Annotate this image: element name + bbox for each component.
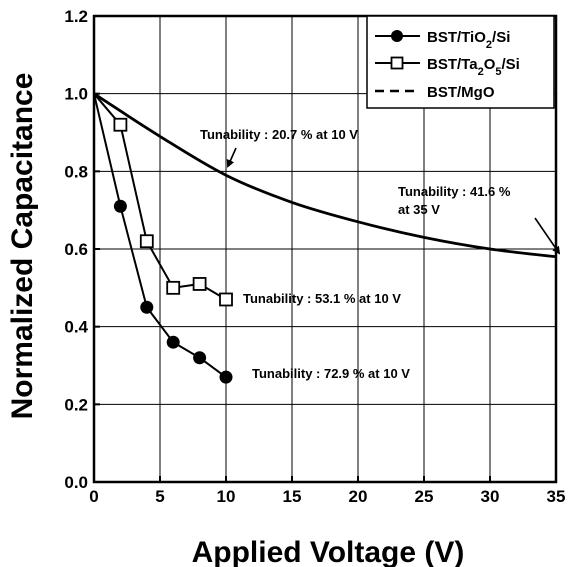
- x-tick-label: 35: [547, 487, 566, 506]
- data-point: [166, 280, 181, 295]
- annotation-arrow: [534, 217, 561, 255]
- x-tick-label: 5: [155, 487, 164, 506]
- annotations: Tunability : 20.7 % at 10 V Tunability : …: [200, 127, 561, 381]
- y-tick-label: 0.0: [64, 473, 88, 492]
- data-point: [113, 199, 127, 213]
- annotation: Tunability : 20.7 % at 10 V: [200, 127, 358, 168]
- x-axis-title: Applied Voltage (V): [192, 536, 465, 567]
- legend: BST/TiO2/Si BST/Ta2O5/Si BST/MgO: [366, 15, 555, 109]
- annotation-arrow: [226, 147, 237, 168]
- annotation-text: at 35 V: [398, 202, 440, 217]
- legend-item-mgo: BST/MgO: [375, 84, 495, 101]
- data-point: [166, 335, 180, 349]
- y-tick-label: 1.2: [64, 7, 88, 26]
- x-tick-label: 10: [217, 487, 236, 506]
- series-mgo: [93, 92, 557, 259]
- y-tick-label: 0.4: [64, 318, 88, 337]
- annotation: Tunability : 41.6 % at 35 V: [398, 184, 561, 255]
- annotation-text: Tunability : 53.1 % at 10 V: [243, 291, 401, 306]
- y-tick-label: 1.0: [64, 85, 88, 104]
- ticks: 0 5 10 15 20 25 30 35 0.0 0.2 0.4 0.6 0.8 1.0 1.2: [64, 7, 565, 506]
- data-point: [140, 300, 154, 314]
- annotation: Tunability : 72.9 % at 10 V: [252, 366, 410, 381]
- y-axis-title: Normalized Capacitance: [6, 73, 39, 420]
- series-tio2: [93, 93, 233, 384]
- data-point: [219, 292, 233, 307]
- x-tick-label: 30: [481, 487, 500, 506]
- annotation-text: Tunability : 41.6 %: [398, 184, 511, 199]
- annotation: Tunability : 53.1 % at 10 V: [243, 291, 401, 306]
- data-point: [113, 117, 128, 132]
- y-tick-label: 0.2: [64, 395, 88, 414]
- annotation-text: Tunability : 20.7 % at 10 V: [200, 127, 358, 142]
- x-tick-label: 15: [283, 487, 302, 506]
- data-point: [219, 370, 233, 384]
- series-ta2o5: [93, 93, 233, 307]
- y-tick-label: 0.8: [64, 162, 88, 181]
- legend-label-mgo: BST/MgO: [427, 84, 495, 101]
- x-tick-label: 20: [349, 487, 368, 506]
- y-tick-label: 0.6: [64, 240, 88, 259]
- x-tick-label: 25: [415, 487, 434, 506]
- annotation-text: Tunability : 72.9 % at 10 V: [252, 366, 410, 381]
- data-point: [139, 234, 154, 249]
- data-point: [192, 277, 207, 291]
- series-line-mgo: [93, 92, 557, 259]
- series-layer: [93, 92, 557, 384]
- data-point: [193, 351, 207, 365]
- x-tick-label: 0: [89, 487, 98, 506]
